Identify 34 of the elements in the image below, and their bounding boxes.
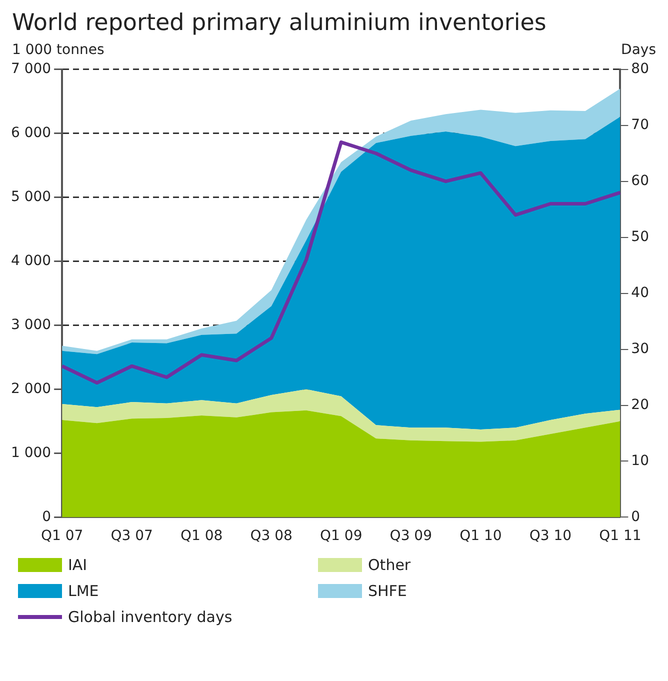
y2-tick-label: 70 [631,117,650,134]
y-tick-label: 3 000 [10,316,52,333]
y2-tick-label: 40 [631,284,650,301]
x-tick-label: Q3 10 [529,528,572,544]
y-tick-label: 0 [42,508,52,525]
y-tick-label: 4 000 [10,252,52,269]
y2-tick-label: 0 [631,508,640,525]
legend-label: Global inventory days [68,608,232,626]
y-tick-label: 2 000 [10,380,52,397]
y-tick-label: 6 000 [10,125,52,142]
y-axis-title: 1 000 tonnes [12,42,104,58]
y2-axis-title: Days [621,42,656,58]
x-tick-label: Q3 09 [390,528,432,544]
x-tick-label: Q1 08 [180,528,223,544]
y-tick-label: 1 000 [10,444,52,461]
x-tick-label: Q1 09 [320,528,362,544]
y2-tick-label: 10 [631,452,650,469]
chart-title: World reported primary aluminium inventories [11,9,548,38]
legend-label: Other [368,556,411,574]
x-tick-label: Q1 11 [599,528,642,544]
y2-tick-label: 20 [631,396,650,413]
x-tick-label: Q1 10 [460,528,502,544]
x-tick-label: Q3 08 [250,528,292,544]
y2-tick-label: 60 [631,172,650,189]
y2-tick-label: 80 [631,61,650,78]
legend-label: LME [68,582,99,600]
x-tick-label: Q1 07 [40,528,84,544]
legend-label: IAI [68,556,88,574]
legend-label: SHFE [368,582,407,600]
y2-tick-label: 30 [631,340,650,357]
x-tick-label: Q3 07 [110,528,153,544]
y2-tick-label: 50 [631,228,650,245]
y-tick-label: 5 000 [10,188,52,205]
y-tick-label: 7 000 [10,61,52,78]
